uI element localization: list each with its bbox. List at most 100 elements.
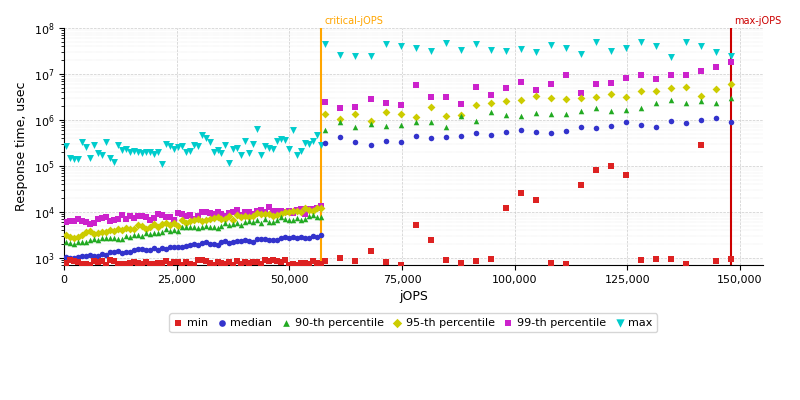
95-th percentile	[349, 111, 362, 117]
99-th percentile	[574, 90, 587, 96]
99-th percentile	[270, 208, 283, 214]
90-th percentile	[64, 239, 77, 246]
min	[710, 258, 722, 264]
median	[219, 238, 232, 245]
90-th percentile	[143, 231, 156, 237]
95-th percentile	[219, 216, 232, 222]
99-th percentile	[215, 211, 228, 217]
max	[270, 138, 283, 144]
min	[619, 172, 632, 178]
max	[259, 143, 272, 150]
median	[694, 117, 707, 123]
median	[64, 254, 77, 261]
99-th percentile	[470, 84, 482, 90]
90-th percentile	[151, 230, 164, 236]
min	[605, 163, 618, 169]
90-th percentile	[530, 110, 542, 116]
min	[349, 258, 362, 264]
min	[88, 258, 101, 264]
median	[127, 247, 140, 253]
95-th percentile	[286, 208, 299, 214]
95-th percentile	[650, 88, 662, 94]
95-th percentile	[127, 226, 140, 232]
max	[574, 51, 587, 57]
95-th percentile	[175, 217, 188, 223]
min	[227, 262, 240, 268]
99-th percentile	[334, 105, 347, 111]
95-th percentile	[255, 210, 268, 217]
Y-axis label: Response time, usec: Response time, usec	[15, 82, 28, 211]
median	[211, 242, 224, 248]
max	[195, 132, 208, 138]
max	[215, 150, 228, 156]
min	[499, 205, 512, 212]
95-th percentile	[334, 116, 347, 122]
min	[116, 261, 129, 267]
99-th percentile	[364, 96, 377, 102]
median	[424, 134, 437, 141]
99-th percentile	[239, 209, 252, 216]
99-th percentile	[679, 71, 692, 78]
95-th percentile	[298, 205, 311, 211]
95-th percentile	[92, 230, 105, 236]
median	[175, 244, 188, 250]
99-th percentile	[88, 220, 101, 227]
max	[120, 146, 133, 152]
99-th percentile	[650, 76, 662, 82]
95-th percentile	[100, 228, 113, 235]
max	[143, 148, 156, 155]
99-th percentile	[112, 216, 125, 222]
95-th percentile	[207, 215, 220, 221]
99-th percentile	[100, 214, 113, 220]
99-th percentile	[694, 68, 707, 74]
95-th percentile	[302, 207, 315, 214]
median	[112, 248, 125, 254]
95-th percentile	[76, 232, 89, 238]
90-th percentile	[135, 233, 148, 240]
min	[298, 260, 311, 266]
95-th percentile	[282, 209, 295, 216]
95-th percentile	[179, 219, 192, 226]
99-th percentile	[251, 207, 264, 214]
95-th percentile	[163, 222, 176, 228]
median	[88, 253, 101, 260]
max	[710, 48, 722, 55]
99-th percentile	[409, 82, 422, 89]
min	[183, 261, 196, 267]
95-th percentile	[147, 221, 160, 227]
90-th percentile	[286, 217, 299, 224]
median	[255, 236, 268, 242]
95-th percentile	[187, 217, 200, 224]
90-th percentile	[167, 226, 180, 233]
max	[409, 45, 422, 51]
90-th percentile	[80, 238, 93, 245]
95-th percentile	[278, 209, 291, 216]
99-th percentile	[179, 212, 192, 219]
median	[92, 252, 105, 259]
95-th percentile	[183, 217, 196, 224]
95-th percentile	[267, 213, 280, 219]
min	[84, 262, 97, 268]
99-th percentile	[619, 74, 632, 81]
90-th percentile	[120, 233, 133, 240]
max	[104, 155, 117, 162]
99-th percentile	[131, 213, 144, 219]
99-th percentile	[223, 210, 236, 216]
90-th percentile	[203, 224, 216, 230]
median	[223, 240, 236, 246]
90-th percentile	[179, 224, 192, 230]
90-th percentile	[499, 112, 512, 118]
95-th percentile	[116, 227, 129, 233]
min	[171, 259, 184, 265]
90-th percentile	[251, 216, 264, 223]
median	[267, 237, 280, 243]
max	[199, 134, 212, 141]
min	[424, 237, 437, 244]
min	[302, 260, 315, 267]
max	[499, 48, 512, 54]
95-th percentile	[270, 212, 283, 218]
90-th percentile	[470, 118, 482, 124]
95-th percentile	[227, 217, 240, 223]
max	[725, 53, 738, 60]
min	[191, 257, 204, 264]
